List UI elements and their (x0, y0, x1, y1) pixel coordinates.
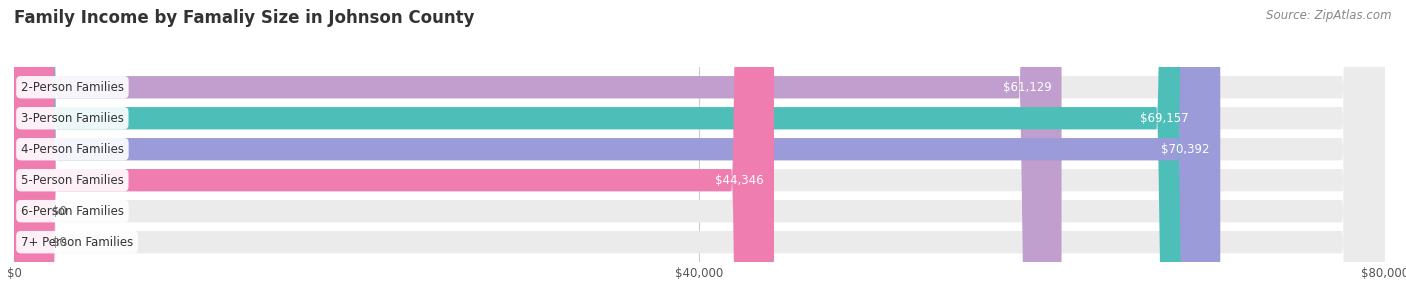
Text: 5-Person Families: 5-Person Families (21, 174, 124, 187)
FancyBboxPatch shape (14, 0, 1062, 305)
Text: 6-Person Families: 6-Person Families (21, 205, 124, 218)
FancyBboxPatch shape (14, 0, 1385, 305)
Text: $0: $0 (52, 205, 66, 218)
FancyBboxPatch shape (14, 0, 1199, 305)
Text: $69,157: $69,157 (1140, 112, 1189, 125)
FancyBboxPatch shape (14, 0, 1385, 305)
Text: 4-Person Families: 4-Person Families (21, 143, 124, 156)
FancyBboxPatch shape (14, 0, 1385, 305)
Text: 7+ Person Families: 7+ Person Families (21, 236, 134, 249)
Text: Source: ZipAtlas.com: Source: ZipAtlas.com (1267, 9, 1392, 22)
Text: $61,129: $61,129 (1002, 81, 1052, 94)
Text: 3-Person Families: 3-Person Families (21, 112, 124, 125)
Text: Family Income by Famaliy Size in Johnson County: Family Income by Famaliy Size in Johnson… (14, 9, 475, 27)
Text: $0: $0 (52, 236, 66, 249)
Text: 2-Person Families: 2-Person Families (21, 81, 124, 94)
Text: $70,392: $70,392 (1161, 143, 1211, 156)
FancyBboxPatch shape (14, 0, 1385, 305)
FancyBboxPatch shape (14, 0, 1385, 305)
Text: $44,346: $44,346 (716, 174, 763, 187)
FancyBboxPatch shape (14, 0, 773, 305)
FancyBboxPatch shape (14, 0, 1220, 305)
FancyBboxPatch shape (14, 0, 1385, 305)
